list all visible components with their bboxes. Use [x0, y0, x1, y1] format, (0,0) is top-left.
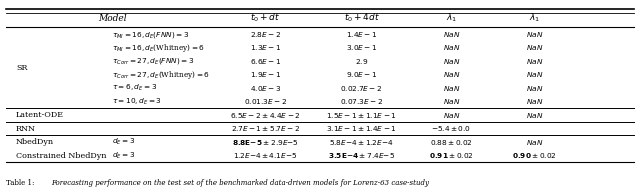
Text: $NaN$: $NaN$ — [442, 44, 460, 52]
Text: $-5.4\pm0.0$: $-5.4\pm0.0$ — [431, 124, 471, 133]
Text: $NaN$: $NaN$ — [442, 70, 460, 79]
Text: Constrained NbedDyn: Constrained NbedDyn — [16, 151, 106, 160]
Text: $2.7E-1\pm5.7E-2$: $2.7E-1\pm5.7E-2$ — [231, 124, 300, 133]
Text: $\mathbf{3.5E{-}4}\pm7.4E{-}5$: $\mathbf{3.5E{-}4}\pm7.4E{-}5$ — [328, 151, 395, 160]
Text: $0.02.7E-2$: $0.02.7E-2$ — [340, 84, 383, 93]
Text: RNN: RNN — [16, 125, 36, 133]
Text: NbedDyn: NbedDyn — [16, 138, 54, 146]
Text: $\lambda_1$: $\lambda_1$ — [529, 12, 540, 25]
Text: $NaN$: $NaN$ — [525, 70, 543, 79]
Text: $\mathbf{0.91}\pm0.02$: $\mathbf{0.91}\pm0.02$ — [429, 151, 474, 160]
Text: $6.5E-2\pm4.4E-2$: $6.5E-2\pm4.4E-2$ — [230, 111, 301, 120]
Text: $\tau_{MI}=16, d_E(FNN)=3$: $\tau_{MI}=16, d_E(FNN)=3$ — [112, 30, 189, 40]
Text: $3.0E-1$: $3.0E-1$ — [346, 44, 378, 52]
Text: $NaN$: $NaN$ — [525, 30, 543, 39]
Text: Latent-ODE: Latent-ODE — [16, 111, 64, 119]
Text: $1.9E-1$: $1.9E-1$ — [250, 70, 282, 79]
Text: $0.07.3E-2$: $0.07.3E-2$ — [340, 97, 383, 106]
Text: $1.2E{-}4\pm4.1E{-}5$: $1.2E{-}4\pm4.1E{-}5$ — [234, 151, 298, 160]
Text: $\tau_{Corr}=27, d_E$(Whitney)$=6$: $\tau_{Corr}=27, d_E$(Whitney)$=6$ — [112, 69, 210, 81]
Text: $\tau=10, d_E=3$: $\tau=10, d_E=3$ — [112, 97, 162, 107]
Text: $d_E=3$: $d_E=3$ — [112, 150, 135, 161]
Text: $5.8E{-}4\pm1.2E{-}4$: $5.8E{-}4\pm1.2E{-}4$ — [330, 138, 394, 146]
Text: $0.01.3E-2$: $0.01.3E-2$ — [244, 97, 287, 106]
Text: $2.9$: $2.9$ — [355, 57, 368, 66]
Text: $\tau_{MI}=16, d_E$(Whitney)$=6$: $\tau_{MI}=16, d_E$(Whitney)$=6$ — [112, 42, 205, 54]
Text: $0.88\pm0.02$: $0.88\pm0.02$ — [429, 138, 473, 146]
Text: $t_0 + dt$: $t_0 + dt$ — [250, 12, 281, 25]
Text: $9.0E-1$: $9.0E-1$ — [346, 70, 378, 79]
Text: $NaN$: $NaN$ — [525, 44, 543, 52]
Text: $NaN$: $NaN$ — [442, 84, 460, 93]
Text: $1.4E-1$: $1.4E-1$ — [346, 30, 378, 39]
Text: Forecasting performance on the test set of the benchmarked data-driven models fo: Forecasting performance on the test set … — [51, 179, 429, 187]
Text: Table 1:: Table 1: — [6, 179, 37, 187]
Text: $\tau_{Corr}=27, d_E(FNN)=3$: $\tau_{Corr}=27, d_E(FNN)=3$ — [112, 56, 194, 66]
Text: $6.6E-1$: $6.6E-1$ — [250, 57, 282, 66]
Text: $1.5E-1\pm1.1E-1$: $1.5E-1\pm1.1E-1$ — [326, 111, 397, 120]
Text: $NaN$: $NaN$ — [525, 138, 543, 146]
Text: $NaN$: $NaN$ — [525, 111, 543, 120]
Text: $\lambda_1$: $\lambda_1$ — [445, 12, 457, 25]
Text: SR: SR — [16, 64, 28, 72]
Text: $NaN$: $NaN$ — [525, 57, 543, 66]
Text: $NaN$: $NaN$ — [442, 57, 460, 66]
Text: Model: Model — [98, 14, 126, 23]
Text: $NaN$: $NaN$ — [442, 97, 460, 106]
Text: $NaN$: $NaN$ — [525, 97, 543, 106]
Text: $t_0 + 4dt$: $t_0 + 4dt$ — [344, 12, 380, 25]
Text: $2.8E-2$: $2.8E-2$ — [250, 30, 281, 39]
Text: $3.1E-1\pm1.4E-1$: $3.1E-1\pm1.4E-1$ — [326, 124, 397, 133]
Text: $NaN$: $NaN$ — [525, 84, 543, 93]
Text: $NaN$: $NaN$ — [442, 111, 460, 120]
Text: $NaN$: $NaN$ — [442, 30, 460, 39]
Text: $\mathbf{8.8E{-}5}\pm2.9E{-}5$: $\mathbf{8.8E{-}5}\pm2.9E{-}5$ — [232, 138, 299, 146]
Text: $\mathbf{0.90}\pm0.02$: $\mathbf{0.90}\pm0.02$ — [512, 151, 557, 160]
Text: $\tau=6, d_E=3$: $\tau=6, d_E=3$ — [112, 83, 157, 94]
Text: $d_E=3$: $d_E=3$ — [112, 137, 135, 147]
Text: $1.3E-1$: $1.3E-1$ — [250, 44, 282, 52]
Text: $4.0E-3$: $4.0E-3$ — [250, 84, 282, 93]
